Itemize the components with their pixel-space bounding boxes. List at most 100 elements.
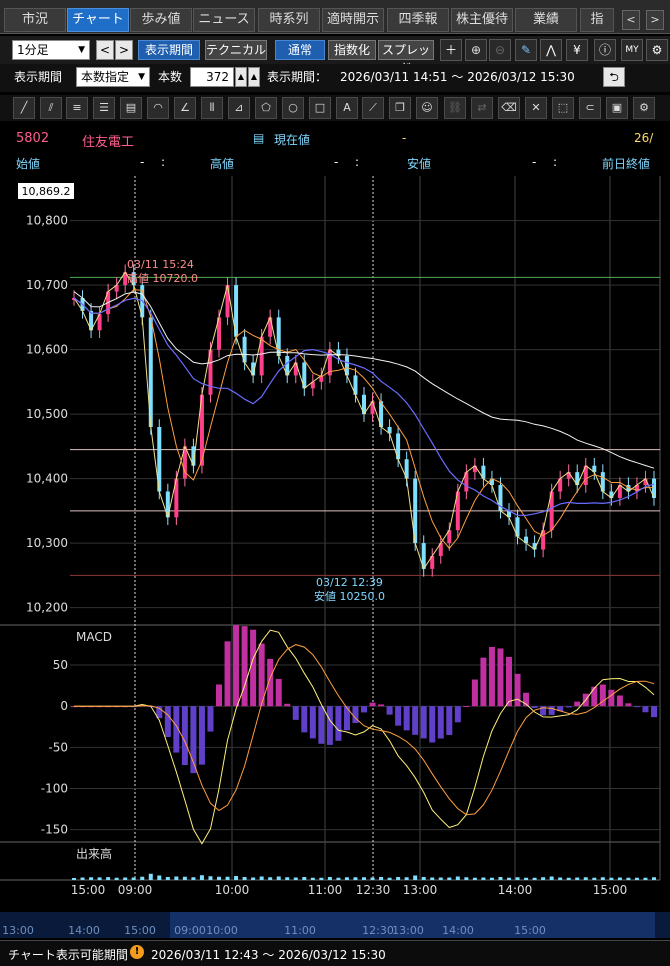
- arc-tool-icon[interactable]: ◠: [147, 97, 169, 119]
- volume-bar: [353, 877, 358, 880]
- tab-trades[interactable]: 歩み値: [130, 8, 192, 32]
- volume-bar: [387, 877, 392, 880]
- pen-icon[interactable]: ✎: [515, 39, 537, 61]
- volume-label: 出来高: [76, 846, 112, 861]
- macd-histogram-bar: [284, 703, 291, 707]
- sticker-icon[interactable]: ☺: [416, 97, 438, 119]
- volume-bar: [447, 877, 452, 880]
- gann-tool-icon[interactable]: ⊿: [228, 97, 250, 119]
- chart-toolbar: 1分足 ▼ < > 表示期間 テクニカル 通常 指数化 スプレッド ＋ ⊕ ⊖ …: [0, 36, 670, 75]
- settings-icon[interactable]: ⚙: [646, 39, 668, 61]
- wave-icon[interactable]: ⋀: [540, 39, 562, 61]
- drawing-tools: ╱ ⫽ ≡ ☰ ▤ ◠ ∠ ⦀ ⊿ ⬠ ○ □ A ⟋ ❐ ☺ ⛓ ⇄ ⌫ ✕ …: [0, 95, 670, 121]
- candle-body: [447, 530, 452, 544]
- volume-bar: [276, 876, 281, 880]
- reset-icon[interactable]: ⮌: [603, 67, 625, 87]
- rectangle-icon[interactable]: □: [309, 97, 331, 119]
- circle-icon[interactable]: ○: [282, 97, 304, 119]
- eraser-icon[interactable]: ⌫: [498, 97, 520, 119]
- tab-next-icon[interactable]: >: [646, 10, 664, 30]
- fan-tool-icon[interactable]: ∠: [174, 97, 196, 119]
- volume-bar: [327, 877, 332, 880]
- time-tick-label: 09:00: [118, 883, 153, 897]
- link-icon[interactable]: ⛓: [444, 97, 466, 119]
- macd-histogram-bar: [309, 706, 316, 739]
- macd-line: [74, 629, 655, 845]
- copy-icon[interactable]: ❐: [389, 97, 411, 119]
- macd-histogram-bar: [651, 706, 657, 718]
- yen-icon[interactable]: ¥: [566, 39, 588, 61]
- tab-results[interactable]: 業績: [515, 8, 577, 32]
- next-button[interactable]: >: [115, 40, 133, 60]
- period-button[interactable]: 表示期間: [138, 40, 200, 60]
- candle-body: [583, 465, 588, 486]
- macd-label: MACD: [76, 630, 112, 644]
- zoom-out-icon[interactable]: ⊖: [489, 39, 511, 61]
- grid-tool-icon[interactable]: ▤: [120, 97, 142, 119]
- macd-tick-label: 50: [53, 658, 68, 672]
- tab-prev-icon[interactable]: <: [622, 10, 640, 30]
- tab-index[interactable]: 指: [580, 8, 614, 32]
- magnet-icon[interactable]: ⊂: [579, 97, 601, 119]
- candle-body: [481, 465, 486, 479]
- fibonacci-icon[interactable]: ☰: [93, 97, 115, 119]
- gear-icon[interactable]: ⚙: [633, 97, 655, 119]
- tab-market[interactable]: 市況: [4, 8, 66, 32]
- volume-bar: [199, 875, 204, 880]
- index-button[interactable]: 指数化: [328, 40, 376, 60]
- horizontal-lines-icon[interactable]: ≡: [66, 97, 88, 119]
- tab-news[interactable]: ニュース: [193, 8, 255, 32]
- period-mode-value: 本数指定: [81, 70, 130, 84]
- tab-benefits[interactable]: 株主優待: [451, 8, 513, 32]
- macd-histogram-bar: [395, 706, 402, 726]
- count-stepper-up[interactable]: ▲: [248, 67, 260, 87]
- volume-bar: [362, 877, 366, 880]
- interval-select[interactable]: 1分足 ▼: [12, 40, 90, 60]
- candle-body: [182, 446, 187, 479]
- dropdown-icon: ▼: [138, 72, 145, 82]
- vertical-lines-icon[interactable]: ⦀: [201, 97, 223, 119]
- macd-histogram-bar: [608, 689, 615, 707]
- volume-bar: [549, 876, 554, 880]
- line-tool-icon[interactable]: ╱: [13, 97, 35, 119]
- channel-tool-icon[interactable]: ⫽: [40, 97, 62, 119]
- candle-body: [208, 349, 213, 395]
- candle-body: [157, 427, 162, 492]
- delete-icon[interactable]: ✕: [525, 97, 547, 119]
- zoom-in-icon[interactable]: ⊕: [465, 39, 487, 61]
- tab-chart[interactable]: チャート: [67, 8, 129, 32]
- count-input[interactable]: 372: [190, 67, 234, 87]
- volume-bar: [182, 876, 187, 880]
- count-stepper[interactable]: ▲: [235, 67, 247, 87]
- select-icon[interactable]: ⬚: [552, 97, 574, 119]
- technical-button[interactable]: テクニカル: [205, 40, 267, 60]
- flip-icon[interactable]: ⇄: [471, 97, 493, 119]
- ruler-icon[interactable]: ⟋: [362, 97, 384, 119]
- macd-histogram-bar: [207, 706, 214, 732]
- add-icon[interactable]: ＋: [440, 39, 462, 61]
- prev-button[interactable]: <: [96, 40, 114, 60]
- tab-timeseries[interactable]: 時系列: [258, 8, 320, 32]
- volume-bar: [558, 877, 563, 880]
- time-tick-label: 15:00: [593, 883, 628, 897]
- pentagon-icon[interactable]: ⬠: [255, 97, 277, 119]
- macd-histogram-bar: [633, 706, 640, 708]
- price-tick-label: 10,200: [26, 601, 68, 615]
- my-chart-icon[interactable]: MY: [621, 39, 643, 61]
- tab-shikiho[interactable]: 四季報: [387, 8, 449, 32]
- time-tick-label: 12:30: [356, 883, 391, 897]
- volume-bar: [524, 877, 529, 880]
- candle-body: [575, 472, 580, 486]
- volume-bar: [472, 877, 477, 880]
- layers-icon[interactable]: ▣: [606, 97, 628, 119]
- normal-button[interactable]: 通常: [275, 40, 325, 60]
- info-icon[interactable]: ⓘ: [594, 39, 616, 61]
- text-tool-icon[interactable]: A: [336, 97, 358, 119]
- tab-disclosure[interactable]: 適時開示: [322, 8, 384, 32]
- macd-histogram-bar: [301, 706, 308, 733]
- doc-icon[interactable]: ▤: [253, 131, 265, 145]
- macd-tick-label: -100: [41, 782, 68, 796]
- range-value: 2026/03/11 14:51 〜 2026/03/12 15:30: [340, 70, 575, 84]
- period-mode-select[interactable]: 本数指定 ▼: [76, 67, 150, 87]
